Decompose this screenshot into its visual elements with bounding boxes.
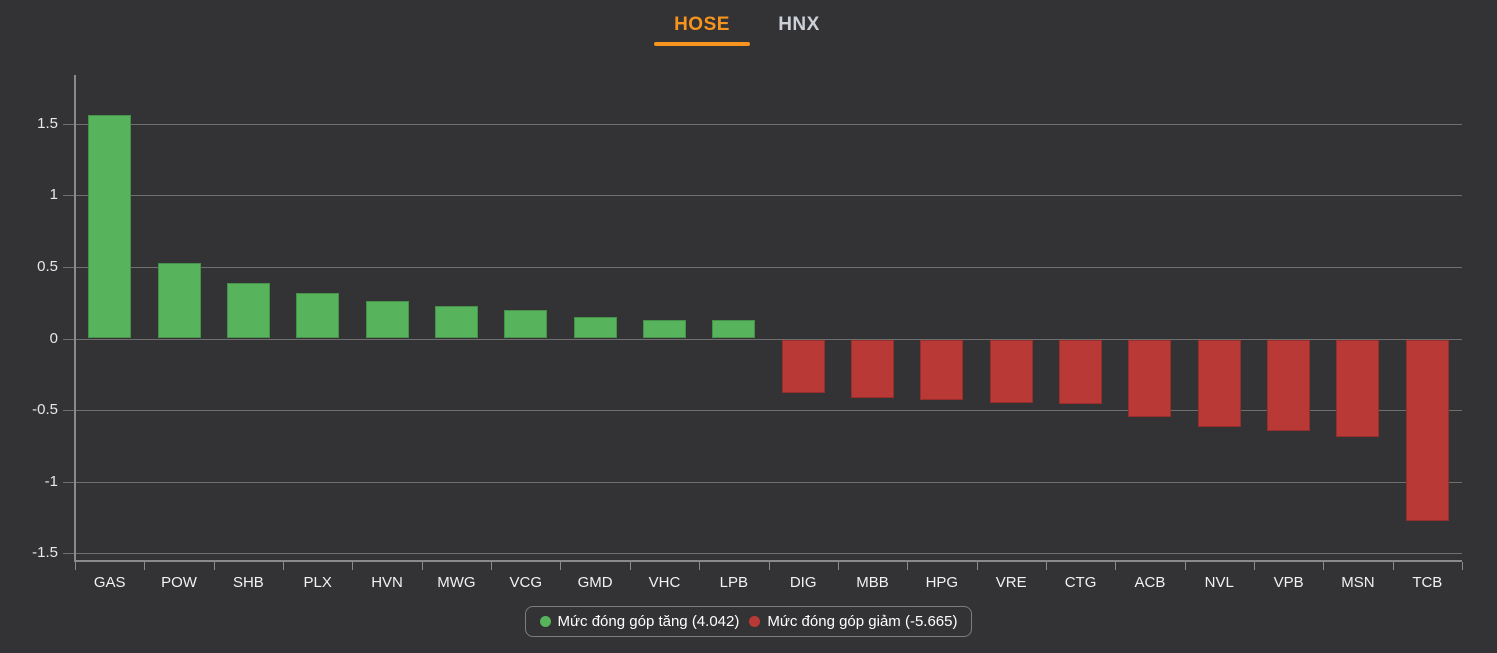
x-axis-tick bbox=[352, 562, 354, 570]
x-axis-tick bbox=[1115, 562, 1117, 570]
x-axis-tick bbox=[421, 562, 423, 570]
bar-POW[interactable] bbox=[157, 262, 201, 339]
bar-MSN[interactable] bbox=[1336, 339, 1380, 437]
bar-GAS[interactable] bbox=[88, 114, 132, 339]
x-axis-label-GAS: GAS bbox=[93, 574, 126, 591]
y-axis-label: 0.5 bbox=[37, 257, 58, 275]
x-axis-label-HPG: HPG bbox=[925, 574, 959, 591]
x-axis-tick bbox=[976, 562, 978, 570]
bar-SHB[interactable] bbox=[226, 282, 270, 339]
bar-ACB[interactable] bbox=[1128, 339, 1172, 417]
x-axis-label-VPB: VPB bbox=[1273, 574, 1304, 591]
legend-label-positive: Mức đóng góp tăng (4.042) bbox=[557, 613, 740, 630]
x-axis-tick bbox=[837, 562, 839, 570]
tab-hnx-label: HNX bbox=[778, 14, 820, 35]
y-axis-label: -0.5 bbox=[32, 401, 58, 419]
legend-item-negative[interactable]: Mức đóng góp giảm (-5.665) bbox=[749, 613, 957, 630]
x-axis-label-SHB: SHB bbox=[232, 574, 264, 591]
bar-HPG[interactable] bbox=[920, 339, 964, 400]
legend-dot-positive-icon bbox=[539, 616, 551, 627]
bar-HVN[interactable] bbox=[365, 301, 409, 339]
x-axis-tick bbox=[283, 562, 285, 570]
x-axis-tick bbox=[144, 562, 146, 570]
y-axis-label: -1.5 bbox=[32, 544, 58, 562]
x-axis-tick bbox=[1253, 562, 1255, 570]
x-axis-label-HVN: HVN bbox=[371, 574, 403, 591]
gridline bbox=[63, 481, 1462, 483]
bar-GMD[interactable] bbox=[573, 317, 617, 339]
gridline bbox=[63, 266, 1462, 268]
x-axis-tick bbox=[213, 562, 215, 570]
x-axis-line bbox=[75, 560, 1462, 562]
x-axis-label-DIG: DIG bbox=[789, 574, 817, 591]
x-axis-tick bbox=[1392, 562, 1394, 570]
y-axis-label: 0 bbox=[49, 329, 58, 347]
x-axis-label-ACB: ACB bbox=[1134, 574, 1166, 591]
gridline bbox=[63, 553, 1462, 555]
bar-PLX[interactable] bbox=[296, 292, 340, 339]
legend-item-positive[interactable]: Mức đóng góp tăng (4.042) bbox=[539, 613, 740, 630]
tab-hnx[interactable]: HNX bbox=[767, 6, 831, 46]
gridline bbox=[63, 123, 1462, 125]
x-axis-tick bbox=[1184, 562, 1186, 570]
bar-VRE[interactable] bbox=[989, 339, 1033, 403]
bar-CTG[interactable] bbox=[1059, 339, 1103, 404]
legend-dot-negative-icon bbox=[749, 616, 761, 627]
legend-label-negative: Mức đóng góp giảm (-5.665) bbox=[767, 613, 958, 630]
bar-VCG[interactable] bbox=[504, 309, 548, 339]
y-axis-label: -1 bbox=[44, 472, 58, 490]
x-axis-tick bbox=[1462, 562, 1463, 570]
x-axis-tick bbox=[907, 562, 909, 570]
bar-VPB[interactable] bbox=[1267, 339, 1311, 432]
y-axis-label: 1 bbox=[49, 186, 58, 204]
x-axis-tick bbox=[491, 562, 493, 570]
x-axis-tick bbox=[560, 562, 562, 570]
x-axis-label-VHC: VHC bbox=[648, 574, 681, 591]
x-axis-label-PLX: PLX bbox=[303, 574, 332, 591]
bar-MWG[interactable] bbox=[434, 305, 478, 339]
x-axis-label-LPB: LPB bbox=[719, 574, 748, 591]
x-axis-label-MBB: MBB bbox=[856, 574, 889, 591]
bar-LPB[interactable] bbox=[712, 319, 756, 339]
gridline bbox=[63, 410, 1462, 412]
x-axis-tick bbox=[1045, 562, 1047, 570]
bar-DIG[interactable] bbox=[781, 339, 825, 393]
active-tab-underline bbox=[654, 42, 750, 46]
x-axis-label-NVL: NVL bbox=[1204, 574, 1234, 591]
x-axis-tick bbox=[768, 562, 770, 570]
x-axis-label-POW: POW bbox=[161, 574, 197, 591]
y-axis-line bbox=[74, 75, 76, 562]
x-axis-tick bbox=[1323, 562, 1325, 570]
x-axis-label-MSN: MSN bbox=[1341, 574, 1375, 591]
gridline bbox=[63, 338, 1462, 340]
bar-NVL[interactable] bbox=[1197, 339, 1241, 427]
x-axis-label-TCB: TCB bbox=[1412, 574, 1443, 591]
bar-TCB[interactable] bbox=[1405, 339, 1449, 522]
x-axis-tick bbox=[629, 562, 631, 570]
x-axis-label-MWG: MWG bbox=[437, 574, 476, 591]
tab-hose-label: HOSE bbox=[674, 14, 730, 35]
x-axis-label-VCG: VCG bbox=[509, 574, 543, 591]
x-axis-tick bbox=[75, 562, 76, 570]
tab-hose[interactable]: HOSE bbox=[654, 6, 750, 46]
chart-legend: Mức đóng góp tăng (4.042) Mức đóng góp g… bbox=[524, 606, 973, 637]
gridline bbox=[63, 195, 1462, 197]
x-axis-label-GMD: GMD bbox=[577, 574, 613, 591]
bar-VHC[interactable] bbox=[642, 319, 686, 339]
x-axis-label-VRE: VRE bbox=[995, 574, 1027, 591]
x-axis-tick bbox=[699, 562, 701, 570]
exchange-tabs: HOSE HNX bbox=[654, 6, 831, 46]
x-axis-label-CTG: CTG bbox=[1064, 574, 1097, 591]
bar-MBB[interactable] bbox=[851, 339, 895, 399]
y-axis-label: 1.5 bbox=[37, 114, 58, 132]
